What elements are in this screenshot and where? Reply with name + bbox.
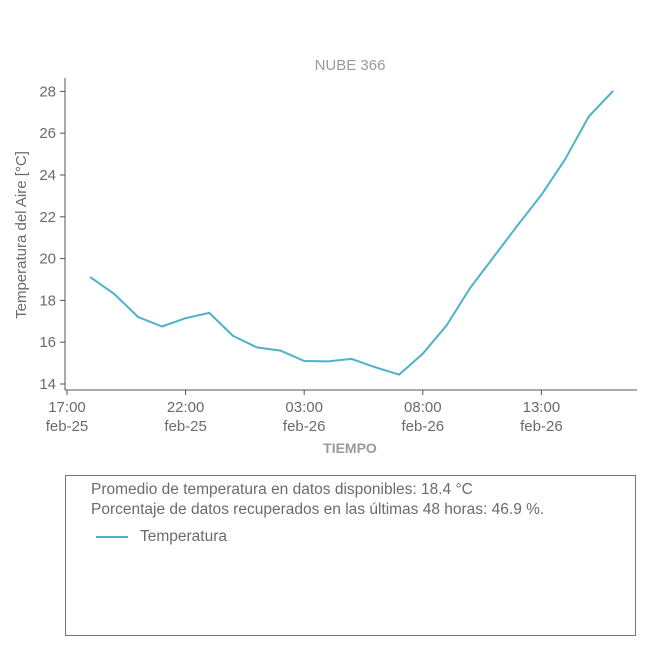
legend-label: Temperatura — [140, 528, 228, 545]
legend-line-swatch — [96, 536, 128, 538]
average-temperature-text: Promedio de temperatura en datos disponi… — [91, 481, 473, 498]
y-axis-label: Temperatura del Aire [°C] — [13, 151, 30, 319]
x-tick-label-time: 08:00 — [404, 399, 442, 416]
temperature-chart: NUBE 366 Temperatura del Aire [°C] TIEMP… — [13, 57, 637, 456]
data-recovery-percentage-text: Porcentaje de datos recuperados en las ú… — [91, 501, 545, 518]
y-tick-label: 26 — [39, 125, 56, 142]
y-tick-label: 24 — [39, 167, 56, 184]
data-point — [564, 158, 567, 161]
x-tick-label-date: feb-26 — [402, 418, 445, 435]
data-point — [137, 316, 140, 319]
x-tick-label-date: feb-25 — [46, 418, 89, 435]
y-tick-label: 14 — [39, 376, 56, 393]
data-point — [421, 352, 424, 355]
x-axis-label: TIEMPO — [323, 440, 377, 456]
data-point — [540, 193, 543, 196]
data-point — [113, 293, 116, 296]
data-point — [326, 360, 329, 363]
y-tick-label: 22 — [39, 209, 56, 226]
data-point — [160, 325, 163, 328]
temperature-series-line — [90, 90, 614, 376]
data-point — [445, 324, 448, 327]
data-point — [492, 255, 495, 258]
data-point — [587, 115, 590, 118]
y-tick-label: 20 — [39, 251, 56, 268]
data-point — [350, 357, 353, 360]
x-tick-label-time: 17:00 — [48, 399, 86, 416]
data-point — [374, 366, 377, 369]
data-point — [89, 276, 92, 279]
data-point — [184, 317, 187, 320]
x-tick-label-time: 13:00 — [523, 399, 561, 416]
x-tick-label-time: 22:00 — [167, 399, 205, 416]
data-point — [516, 224, 519, 227]
info-legend-box: Promedio de temperatura en datos disponi… — [65, 475, 636, 636]
x-tick-label-time: 03:00 — [285, 399, 323, 416]
data-point — [469, 286, 472, 289]
data-point — [611, 90, 614, 93]
chart-title: NUBE 366 — [315, 57, 386, 74]
data-point — [255, 346, 258, 349]
y-tick-label: 16 — [39, 334, 56, 351]
y-tick-label: 28 — [39, 83, 56, 100]
data-point — [398, 373, 401, 376]
data-point — [279, 349, 282, 352]
x-tick-label-date: feb-26 — [520, 418, 563, 435]
data-point — [232, 334, 235, 337]
x-tick-label-date: feb-26 — [283, 418, 326, 435]
data-point — [208, 311, 211, 314]
data-point — [303, 360, 306, 363]
x-tick-label-date: feb-25 — [164, 418, 207, 435]
y-tick-label: 18 — [39, 292, 56, 309]
legend-entry-temperatura: Temperatura — [96, 528, 227, 546]
